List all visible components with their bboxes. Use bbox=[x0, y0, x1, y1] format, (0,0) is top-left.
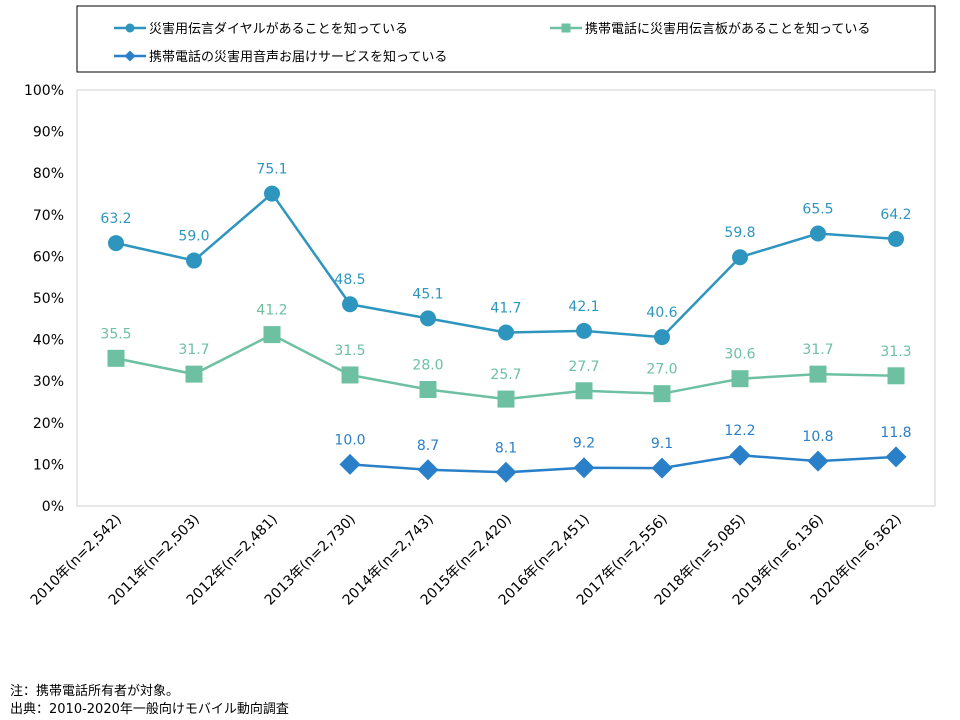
data-point bbox=[810, 225, 826, 242]
data-label: 31.3 bbox=[880, 344, 911, 360]
data-point bbox=[107, 349, 125, 367]
data-label: 28.0 bbox=[412, 358, 443, 374]
data-point bbox=[653, 385, 671, 403]
data-point bbox=[498, 324, 514, 341]
data-label: 12.2 bbox=[724, 423, 755, 439]
legend-item-3: 携帯電話の災害用音声お届けサービスを知っている bbox=[114, 49, 447, 65]
data-point bbox=[651, 457, 673, 479]
data-point bbox=[887, 367, 905, 385]
y-tick-label: 20% bbox=[33, 416, 64, 432]
data-label: 64.2 bbox=[880, 207, 911, 223]
legend-item-2: 携帯電話に災害用伝言板があることを知っている bbox=[550, 21, 870, 37]
y-tick-label: 70% bbox=[33, 208, 64, 224]
data-label: 27.0 bbox=[646, 362, 677, 378]
data-point bbox=[186, 252, 202, 269]
y-axis: 0% 10% 20% 30% 40% 50% 60% 70% 80% 90% 100% bbox=[24, 83, 64, 515]
data-point bbox=[575, 382, 593, 400]
legend-marker bbox=[125, 23, 135, 33]
data-point bbox=[654, 329, 670, 346]
data-label: 8.7 bbox=[417, 438, 439, 454]
data-label: 8.1 bbox=[495, 440, 517, 456]
data-point bbox=[419, 381, 437, 399]
legend-item-1: 災害用伝言ダイヤルがあることを知っている bbox=[114, 21, 408, 37]
data-label: 10.0 bbox=[334, 432, 365, 448]
y-tick-label: 90% bbox=[33, 125, 64, 141]
source-note: 出典：2010-2020年一般向けモバイル動向調査 bbox=[10, 702, 289, 717]
data-label: 30.6 bbox=[724, 347, 755, 363]
data-point bbox=[576, 322, 592, 339]
legend-label: 携帯電話の災害用音声お届けサービスを知っている bbox=[149, 49, 447, 65]
data-label: 41.2 bbox=[256, 303, 287, 319]
data-label: 48.5 bbox=[334, 272, 365, 288]
series-3: 10.0 8.7 8.1 9.2 9.1 12.2 10.8 11.8 bbox=[334, 423, 912, 483]
data-point bbox=[807, 450, 829, 472]
data-point bbox=[342, 296, 358, 313]
data-point bbox=[417, 459, 439, 481]
data-point bbox=[729, 444, 751, 466]
data-point bbox=[885, 446, 907, 468]
legend-items: 災害用伝言ダイヤルがあることを知っている 携帯電話に災害用伝言板があることを知って… bbox=[114, 21, 870, 65]
legend-label: 携帯電話に災害用伝言板があることを知っている bbox=[585, 21, 870, 37]
legend-box bbox=[76, 5, 936, 73]
y-tick-label: 0% bbox=[42, 499, 64, 515]
data-point bbox=[264, 185, 280, 202]
data-label: 11.8 bbox=[880, 425, 911, 441]
y-tick-label: 100% bbox=[24, 83, 64, 99]
data-label: 40.6 bbox=[646, 305, 677, 321]
data-point bbox=[732, 249, 748, 266]
data-point bbox=[731, 370, 749, 388]
data-label: 42.1 bbox=[568, 299, 599, 315]
y-tick-label: 10% bbox=[33, 457, 64, 473]
y-tick-label: 80% bbox=[33, 166, 64, 182]
data-label: 9.2 bbox=[573, 436, 595, 452]
data-label: 31.7 bbox=[802, 342, 833, 358]
y-tick-label: 60% bbox=[33, 249, 64, 265]
data-label: 31.5 bbox=[334, 343, 365, 359]
data-label: 75.1 bbox=[256, 162, 287, 178]
data-point bbox=[263, 326, 281, 344]
data-label: 65.5 bbox=[802, 202, 833, 218]
legend bbox=[76, 5, 936, 73]
series-line bbox=[349, 453, 897, 474]
y-tick-label: 40% bbox=[33, 333, 64, 349]
data-label: 45.1 bbox=[412, 286, 443, 302]
data-point bbox=[809, 365, 827, 383]
data-label: 9.1 bbox=[651, 436, 673, 452]
data-point bbox=[341, 366, 359, 384]
data-label: 10.8 bbox=[802, 429, 833, 445]
data-label: 59.0 bbox=[178, 229, 209, 245]
data-label: 31.7 bbox=[178, 342, 209, 358]
data-point bbox=[420, 310, 436, 327]
y-tick-label: 50% bbox=[33, 291, 64, 307]
data-label: 59.8 bbox=[724, 225, 755, 241]
data-label: 35.5 bbox=[100, 326, 131, 342]
data-point bbox=[495, 461, 517, 483]
data-point bbox=[573, 457, 595, 479]
x-axis: 2010年(n=2,542)2011年(n=2,503)2012年(n=2,48… bbox=[28, 512, 905, 609]
series-2: 35.5 31.7 41.2 31.5 28.0 25.7 27.7 27.0 30.6 31.7… bbox=[100, 303, 912, 408]
plot-area bbox=[76, 89, 936, 507]
series-1: 63.2 59.0 75.1 48.5 45.1 41.7 42.1 40.6 59.8 65.5… bbox=[100, 162, 912, 346]
data-label: 63.2 bbox=[100, 211, 131, 227]
data-point bbox=[888, 230, 904, 247]
data-point bbox=[108, 235, 124, 252]
legend-marker bbox=[124, 50, 136, 62]
data-label: 25.7 bbox=[490, 367, 521, 383]
data-point bbox=[339, 453, 361, 475]
series-layer: 63.2 59.0 75.1 48.5 45.1 41.7 42.1 40.6 59.8 65.5… bbox=[100, 162, 912, 483]
data-point bbox=[185, 365, 203, 383]
legend-marker bbox=[561, 23, 571, 33]
data-point bbox=[497, 390, 515, 408]
data-label: 41.7 bbox=[490, 301, 521, 317]
legend-label: 災害用伝言ダイヤルがあることを知っている bbox=[149, 21, 408, 37]
data-label: 27.7 bbox=[568, 359, 599, 375]
footnote: 注：携帯電話所有者が対象。 bbox=[10, 684, 180, 699]
y-tick-label: 30% bbox=[33, 374, 64, 390]
